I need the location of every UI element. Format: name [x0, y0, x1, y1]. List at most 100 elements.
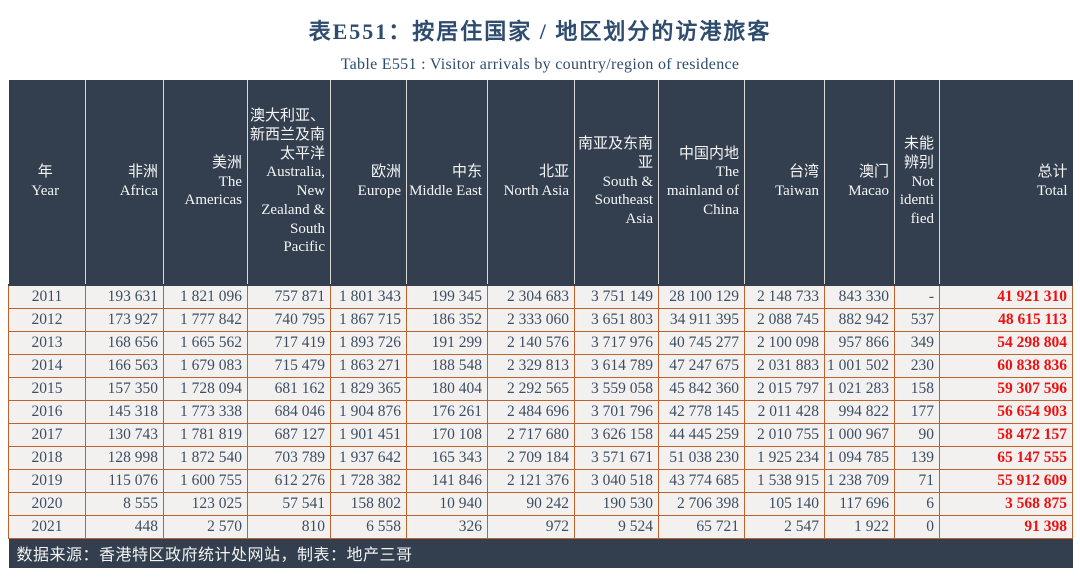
value-cell: 1 538 915	[744, 468, 825, 493]
column-header-9: 台湾 Taiwan	[744, 80, 825, 286]
value-cell: 1 829 365	[330, 376, 407, 401]
value-cell: 1 000 967	[824, 422, 895, 447]
value-cell: 190 530	[574, 491, 659, 516]
total-cell: 56 654 903	[939, 399, 1073, 424]
value-cell: 65 721	[658, 514, 745, 539]
year-cell: 2012	[8, 307, 86, 332]
value-cell: 47 247 675	[658, 353, 745, 378]
value-cell: 1 863 271	[330, 353, 407, 378]
year-cell: 2016	[8, 399, 86, 424]
value-cell: 684 046	[247, 399, 331, 424]
column-header-10: 澳门 Macao	[824, 80, 895, 286]
year-cell: 2017	[8, 422, 86, 447]
column-header-1: 非洲 Africa	[85, 80, 164, 286]
value-cell: 1 773 338	[163, 399, 248, 424]
value-cell: 349	[894, 330, 940, 355]
value-cell: 3 614 789	[574, 353, 659, 378]
value-cell: 972	[487, 514, 575, 539]
value-cell: 2 292 565	[487, 376, 575, 401]
value-cell: 2 010 755	[744, 422, 825, 447]
column-header-8: 中国内地 The mainland of China	[658, 80, 745, 286]
value-cell: 687 127	[247, 422, 331, 447]
table-row: 2017 130 743 1 781 819 687 127 1 901 451 170 …	[8, 422, 1073, 447]
data-source-note: 数据来源：香港特区政府统计处网站，制表：地产三哥	[8, 537, 1073, 568]
value-cell: 71	[894, 468, 940, 493]
value-cell: 2 329 813	[487, 353, 575, 378]
value-cell: 448	[85, 514, 164, 539]
value-cell: 2 015 797	[744, 376, 825, 401]
total-cell: 41 921 310	[939, 284, 1073, 309]
value-cell: 173 927	[85, 307, 164, 332]
table-body: 2011 193 631 1 821 096 757 871 1 801 343 199 …	[8, 284, 1073, 539]
value-cell: 1 904 876	[330, 399, 407, 424]
total-cell: 54 298 804	[939, 330, 1073, 355]
value-cell: 28 100 129	[658, 284, 745, 309]
total-cell: 48 615 113	[939, 307, 1073, 332]
value-cell: 740 795	[247, 307, 331, 332]
value-cell: 1 600 755	[163, 468, 248, 493]
value-cell: 3 701 796	[574, 399, 659, 424]
total-cell: 55 912 609	[939, 468, 1073, 493]
table-row: 2021 448 2 570 810 6 558 326 972 9 524 65 721 2 5…	[8, 514, 1073, 539]
value-cell: 1 679 083	[163, 353, 248, 378]
page-title: 表E551：按居住国家 / 地区划分的访港旅客	[308, 19, 772, 44]
table-row: 2019 115 076 1 600 755 612 276 1 728 382 141 …	[8, 468, 1073, 493]
value-cell: 90	[894, 422, 940, 447]
value-cell: 326	[406, 514, 488, 539]
value-cell: 757 871	[247, 284, 331, 309]
value-cell: 51 038 230	[658, 445, 745, 470]
value-cell: 1 238 709	[824, 468, 895, 493]
value-cell: 44 445 259	[658, 422, 745, 447]
year-cell: 2011	[8, 284, 86, 309]
value-cell: 3 040 518	[574, 468, 659, 493]
value-cell: 57 541	[247, 491, 331, 516]
value-cell: 3 559 058	[574, 376, 659, 401]
value-cell: 1 728 382	[330, 468, 407, 493]
value-cell: 40 745 277	[658, 330, 745, 355]
year-cell: 2014	[8, 353, 86, 378]
value-cell: 1 728 094	[163, 376, 248, 401]
total-cell: 59 307 596	[939, 376, 1073, 401]
value-cell: 157 350	[85, 376, 164, 401]
value-cell: 128 998	[85, 445, 164, 470]
value-cell: 8 555	[85, 491, 164, 516]
column-header-7: 南亚及东南亚 South & Southeast Asia	[574, 80, 659, 286]
table-header: 年 Year 非洲 Africa 美洲 The Americas 澳大利亚、新西兰及南太平洋…	[8, 80, 1073, 286]
column-header-5: 中东 Middle East	[406, 80, 488, 286]
value-cell: 1 821 096	[163, 284, 248, 309]
value-cell: 1 922	[824, 514, 895, 539]
value-cell: 193 631	[85, 284, 164, 309]
value-cell: 2 031 883	[744, 353, 825, 378]
value-cell: 165 343	[406, 445, 488, 470]
value-cell: 2 011 428	[744, 399, 825, 424]
value-cell: 681 162	[247, 376, 331, 401]
value-cell: 3 626 158	[574, 422, 659, 447]
value-cell: 1 001 502	[824, 353, 895, 378]
value-cell: 3 651 803	[574, 307, 659, 332]
value-cell: 158 802	[330, 491, 407, 516]
value-cell: 139	[894, 445, 940, 470]
column-header-12: 总计 Total	[939, 80, 1073, 286]
value-cell: -	[894, 284, 940, 309]
value-cell: 994 822	[824, 399, 895, 424]
value-cell: 1 937 642	[330, 445, 407, 470]
year-cell: 2015	[8, 376, 86, 401]
value-cell: 1 801 343	[330, 284, 407, 309]
table-row: 2020 8 555 123 025 57 541 158 802 10 940 90 24…	[8, 491, 1073, 516]
column-header-2: 美洲 The Americas	[163, 80, 248, 286]
value-cell: 1 867 715	[330, 307, 407, 332]
table-row: 2016 145 318 1 773 338 684 046 1 904 876 176 …	[8, 399, 1073, 424]
value-cell: 882 942	[824, 307, 895, 332]
value-cell: 715 479	[247, 353, 331, 378]
value-cell: 3 571 671	[574, 445, 659, 470]
column-header-6: 北亚 North Asia	[487, 80, 575, 286]
value-cell: 177	[894, 399, 940, 424]
value-cell: 90 242	[487, 491, 575, 516]
page-subtitle: Table E551 : Visitor arrivals by country…	[340, 56, 740, 73]
value-cell: 703 789	[247, 445, 331, 470]
value-cell: 43 774 685	[658, 468, 745, 493]
value-cell: 170 108	[406, 422, 488, 447]
table-footer: 数据来源：香港特区政府统计处网站，制表：地产三哥	[8, 537, 1073, 568]
value-cell: 2 088 745	[744, 307, 825, 332]
value-cell: 1 901 451	[330, 422, 407, 447]
